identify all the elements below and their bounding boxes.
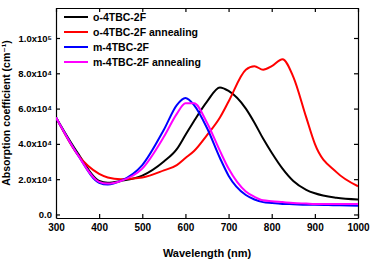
- legend-label: m-4TBC-2F annealing: [93, 56, 201, 68]
- tick: [354, 109, 358, 110]
- series-line: [56, 103, 358, 204]
- tick-label: 700: [221, 222, 238, 233]
- tick: 6.0x10⁴: [18, 103, 60, 114]
- lines: [56, 59, 358, 205]
- tick-mark: [228, 8, 229, 12]
- tick: [354, 179, 358, 180]
- tick-mark: [142, 214, 143, 218]
- y-axis-title: Absorption coefficient (cm⁻¹): [0, 40, 12, 186]
- x-axis-title: Wavelength (nm): [163, 247, 252, 259]
- tick: [354, 144, 358, 145]
- tick-label: 4.0x10⁴: [18, 138, 52, 149]
- tick-label: 1.0x10⁵: [18, 33, 52, 44]
- tick-mark: [185, 214, 186, 218]
- tick-mark: [99, 214, 100, 218]
- tick-mark: [56, 73, 60, 74]
- tick-label: 400: [91, 222, 108, 233]
- legend-swatch: [64, 61, 88, 63]
- tick-mark: [354, 179, 358, 180]
- legend-item: o-4TBC-2F: [64, 11, 147, 23]
- y-axis: 0.0 2.0x10⁴ 4.0x10⁴ 6.0x10⁴ 8.0x10⁴ 1.0x10⁵: [18, 9, 60, 221]
- legend-swatch: [64, 16, 88, 18]
- tick: 900: [307, 214, 324, 233]
- tick: [315, 8, 316, 12]
- tick-mark: [56, 214, 60, 215]
- tick-label: 8.0x10⁴: [18, 68, 52, 79]
- tick-mark: [228, 214, 229, 218]
- tick: [229, 8, 230, 12]
- axis-line: [57, 8, 359, 9]
- tick: 700: [221, 214, 238, 233]
- legend-item: m-4TBC-2F annealing: [64, 56, 201, 68]
- series-line: [56, 98, 358, 206]
- tick-mark: [315, 8, 316, 12]
- tick: 2.0x10⁴: [18, 174, 60, 185]
- axis-line: [57, 218, 359, 219]
- legend-swatch: [64, 46, 88, 48]
- legend-item: m-4TBC-2F: [64, 41, 150, 53]
- tick: 0.0: [39, 209, 60, 220]
- tick-mark: [56, 108, 60, 109]
- tick: [354, 73, 358, 74]
- tick: 600: [178, 214, 195, 233]
- plot: 300 400 500 600 700 800 900 1000 0.0 2.0x10⁴ 4.0x1…: [18, 8, 370, 233]
- tick: 1.0x10⁵: [18, 33, 60, 44]
- tick-label: 500: [134, 222, 151, 233]
- chart: 300 400 500 600 700 800 900 1000 0.0 2.0x10⁴ 4.0x1…: [0, 0, 382, 265]
- tick-label: 900: [307, 222, 324, 233]
- x-axis: 300 400 500 600 700 800 900 1000: [48, 214, 370, 233]
- tick-label: 600: [178, 222, 195, 233]
- y-axis-right: [354, 9, 359, 219]
- legend-label: o-4TBC-2F annealing: [93, 26, 198, 38]
- tick: 4.0x10⁴: [18, 138, 60, 149]
- tick-mark: [354, 214, 358, 215]
- tick: [354, 38, 358, 39]
- tick-mark: [56, 144, 60, 145]
- tick-label: 6.0x10⁴: [18, 103, 52, 114]
- tick-label: 0.0: [39, 209, 52, 220]
- tick: 800: [264, 214, 281, 233]
- tick-mark: [354, 73, 358, 74]
- legend-label: m-4TBC-2F: [93, 41, 150, 53]
- tick-mark: [354, 38, 358, 39]
- tick-mark: [56, 38, 60, 39]
- tick-mark: [272, 8, 273, 12]
- tick-mark: [272, 214, 273, 218]
- tick-mark: [354, 108, 358, 109]
- tick: 8.0x10⁴: [18, 68, 60, 79]
- axis-line: [358, 9, 359, 219]
- tick: 400: [91, 214, 108, 233]
- legend: o-4TBC-2F o-4TBC-2F annealing m-4TBC-2F m-4…: [64, 11, 201, 68]
- tick: [272, 8, 273, 12]
- legend-swatch: [64, 31, 88, 33]
- tick-mark: [315, 214, 316, 218]
- tick: [354, 214, 358, 215]
- legend-item: o-4TBC-2F annealing: [64, 26, 198, 38]
- tick-label: 300: [48, 222, 65, 233]
- tick: 500: [134, 214, 151, 233]
- axis-line: [56, 9, 57, 219]
- tick: [185, 8, 186, 12]
- tick-label: 2.0x10⁴: [18, 174, 52, 185]
- tick-label: 1000: [347, 222, 370, 233]
- legend-label: o-4TBC-2F: [93, 11, 147, 23]
- tick-mark: [56, 179, 60, 180]
- tick-mark: [354, 144, 358, 145]
- tick-mark: [185, 8, 186, 12]
- tick-label: 800: [264, 222, 281, 233]
